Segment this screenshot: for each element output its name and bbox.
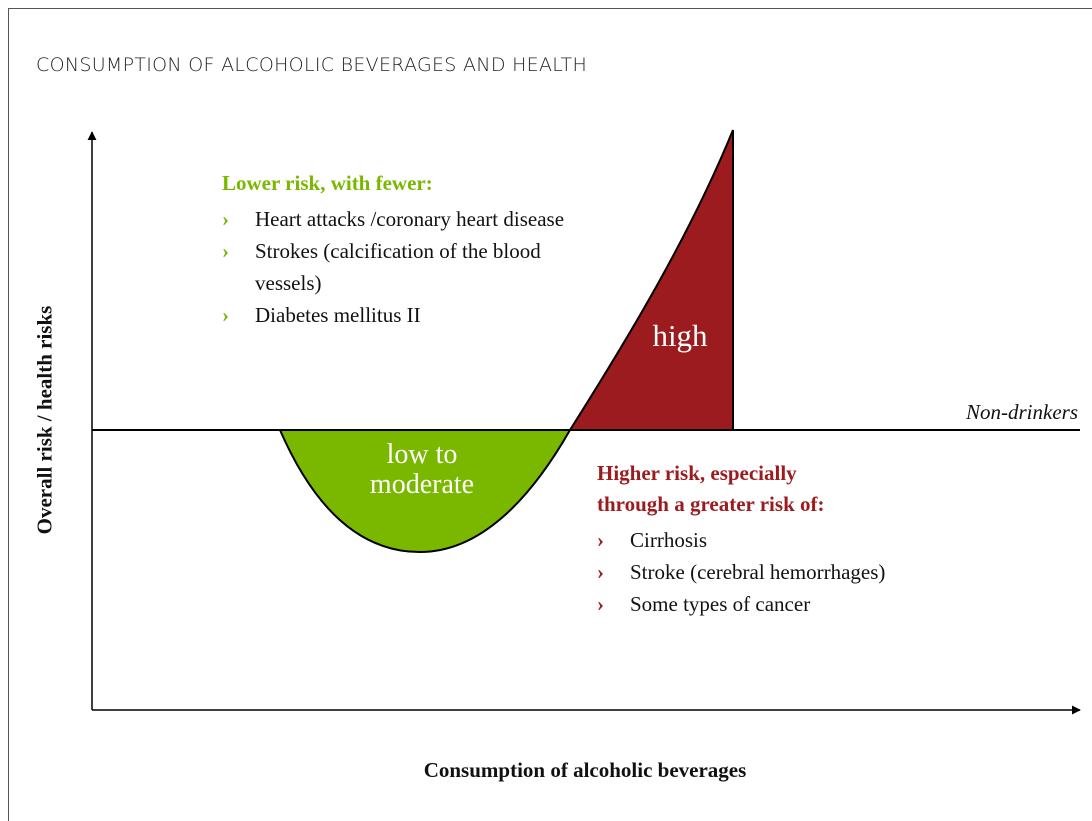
high-label: high	[652, 318, 708, 353]
list-item: Strokes (calcification of the blood vess…	[222, 235, 602, 299]
heading-line: Higher risk, especially	[597, 461, 797, 485]
lower-risk-list: Heart attacks /coronary heart disease St…	[222, 203, 602, 331]
list-item: Some types of cancer	[597, 588, 1037, 620]
list-item: Heart attacks /coronary heart disease	[222, 203, 602, 235]
y-axis-label: Overall risk / health risks	[32, 305, 57, 535]
higher-risk-list: Cirrhosis Stroke (cerebral hemorrhages) …	[597, 524, 1037, 620]
frame	[8, 8, 1092, 821]
baseline-label: Non-drinkers	[966, 400, 1078, 424]
lower-risk-box: Lower risk, with fewer: Heart attacks /c…	[222, 168, 602, 331]
low-label-line: low to	[386, 439, 458, 470]
higher-risk-box: Higher risk, especially through a greate…	[597, 458, 1037, 620]
x-axis-label: Consumption of alcoholic beverages	[423, 758, 747, 782]
low-region	[280, 430, 570, 552]
higher-risk-heading: Higher risk, especially through a greate…	[597, 458, 1037, 520]
low-label-line: moderate	[369, 469, 475, 500]
lower-risk-heading: Lower risk, with fewer:	[222, 171, 433, 195]
high-region	[570, 130, 733, 430]
list-item: Stroke (cerebral hemorrhages)	[597, 556, 1037, 588]
heading-line: through a greater risk of:	[597, 492, 825, 516]
list-item: Cirrhosis	[597, 524, 1037, 556]
list-item: Diabetes mellitus II	[222, 299, 602, 331]
risk-curve	[279, 129, 734, 554]
low-label: low to moderate	[370, 440, 474, 500]
title: CONSUMPTION OF ALCOHOLIC BEVERAGES AND H…	[36, 54, 588, 76]
